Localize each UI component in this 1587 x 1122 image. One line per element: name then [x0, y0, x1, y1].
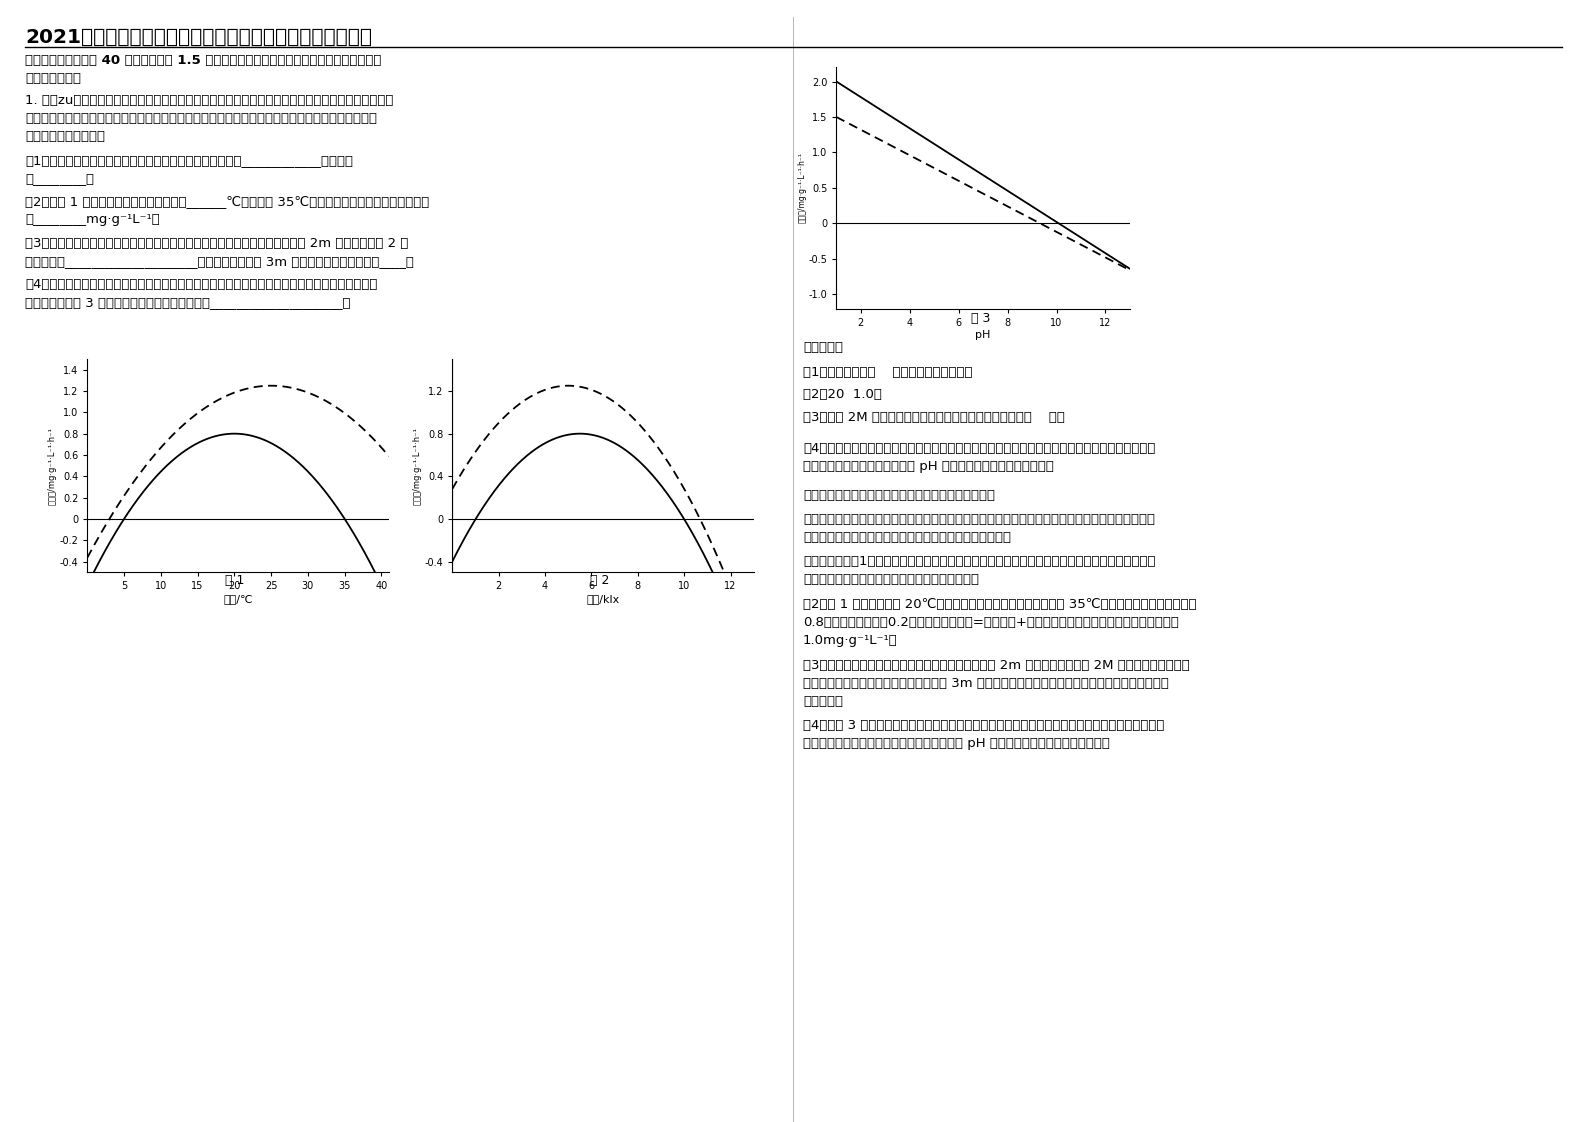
Text: 将会降低。: 将会降低。 — [803, 695, 843, 708]
Text: 1.0mg·g⁻¹L⁻¹。: 1.0mg·g⁻¹L⁻¹。 — [803, 634, 898, 647]
Text: 图 1: 图 1 — [225, 574, 244, 588]
Text: 图 3: 图 3 — [971, 312, 990, 325]
Text: （3）在实际生产中应通过调节水量使菹草生长于水深 2m 左右的原因是水深 2M 处，光照强度适宜，: （3）在实际生产中应通过调节水量使菹草生长于水深 2m 左右的原因是水深 2M … — [803, 659, 1190, 672]
Text: （4）在实际生产过程中，由于水体流动不畅，生长旺盛的菹草有时突然光合作用能力明显降低，甚: （4）在实际生产过程中，由于水体流动不畅，生长旺盛的菹草有时突然光合作用能力明显… — [25, 278, 378, 292]
Text: 成水中二氧化碳浓度升高，局部 pH 明显升高，使菹草光合速率降低: 成水中二氧化碳浓度升高，局部 pH 明显升高，使菹草光合速率降低 — [803, 460, 1054, 473]
Text: （3）水深 2M 处，光照强度适宜，菹草净光合速率接近最高    降低: （3）水深 2M 处，光照强度适宜，菹草净光合速率接近最高 降低 — [803, 411, 1065, 424]
Text: 及时补充，造成水中二氧化碳浓度升高，局部 pH 明显升高，使菹草光合速率降低。: 及时补充，造成水中二氧化碳浓度升高，局部 pH 明显升高，使菹草光合速率降低。 — [803, 737, 1109, 751]
Text: 菹草净光合速率接近最高。将水深增加到 3m 以上，温度降低，溶氧量也降低，导致菹草的呼吸速率: 菹草净光合速率接近最高。将水深增加到 3m 以上，温度降低，溶氧量也降低，导致菹… — [803, 677, 1170, 690]
Y-axis label: 产氧量/mg·g⁻¹·L⁻¹·h⁻¹: 产氧量/mg·g⁻¹·L⁻¹·h⁻¹ — [413, 426, 422, 505]
X-axis label: pH: pH — [976, 330, 990, 340]
Text: 图 2: 图 2 — [590, 574, 609, 588]
Text: 参考答案：: 参考答案： — [803, 341, 843, 355]
X-axis label: 光照/klx: 光照/klx — [587, 594, 619, 604]
Text: 至衰亡。结合图 3 分析，出现这一现象原因可能是____________________。: 至衰亡。结合图 3 分析，出现这一现象原因可能是________________… — [25, 296, 351, 310]
Text: （4）据图 3 分析，菹草生长旺盛时，水中大量的氧气被呼吸作用利用，同时水流不畅，氧气得不到: （4）据图 3 分析，菹草生长旺盛时，水中大量的氧气被呼吸作用利用，同时水流不畅… — [803, 719, 1165, 733]
Text: 【解答】解：（1）光合作用的色素主要有叶绿素和类胡萝卜素，叶绿素主要分布在叶绿体类囊体薄: 【解答】解：（1）光合作用的色素主要有叶绿素和类胡萝卜素，叶绿素主要分布在叶绿体… — [803, 555, 1155, 569]
Text: 作用的环境因素等知识，认真分析各个小题即可正确作答。: 作用的环境因素等知识，认真分析各个小题即可正确作答。 — [803, 531, 1011, 544]
Text: 0.8，净光合速率为﹣0.2，真正的光合速率=呼吸速率+净光合速率，所以每小时呼吸作用耗氧量约: 0.8，净光合速率为﹣0.2，真正的光合速率=呼吸速率+净光合速率，所以每小时呼… — [803, 616, 1179, 629]
Text: 2021年河北省保定市定州新星中学高三生物联考试题含解析: 2021年河北省保定市定州新星中学高三生物联考试题含解析 — [25, 28, 373, 47]
Text: （3）通过研究，科研人员建议在实际生产中应通过调节水量使菹草生长于水深 2m 左右，结合图 2 分: （3）通过研究，科研人员建议在实际生产中应通过调节水量使菹草生长于水深 2m 左… — [25, 237, 409, 250]
Y-axis label: 产氧量/mg·g⁻¹·L⁻¹·h⁻¹: 产氧量/mg·g⁻¹·L⁻¹·h⁻¹ — [48, 426, 57, 505]
Text: 【考点】光反应、暗反应过程的能量变化和物质变化。: 【考点】光反应、暗反应过程的能量变化和物质变化。 — [803, 489, 995, 503]
X-axis label: 温度/℃: 温度/℃ — [224, 594, 252, 604]
Text: （2）20  1.0，: （2）20 1.0， — [803, 388, 882, 402]
Text: 膜上，叶绿素具有相似、传递和转化光能的作用。: 膜上，叶绿素具有相似、传递和转化光能的作用。 — [803, 573, 979, 587]
Text: 【分析】本题主要考查光合作用及影响光合作用的环境因素等知识，回顾和梳理光合作用及影响光合: 【分析】本题主要考查光合作用及影响光合作用的环境因素等知识，回顾和梳理光合作用及… — [803, 513, 1155, 526]
Text: 是________。: 是________。 — [25, 172, 94, 185]
Text: （4）菹草生长旺盛时，水中大量的氧气被呼吸作用利用，同时水流不畅，氧气得不到及时补充，造: （4）菹草生长旺盛时，水中大量的氧气被呼吸作用利用，同时水流不畅，氧气得不到及时… — [803, 442, 1155, 456]
Text: （1）菹草叶肉细胞中含较多叶绿素，叶绿素分布在叶绿体的____________，其作用: （1）菹草叶肉细胞中含较多叶绿素，叶绿素分布在叶绿体的____________，… — [25, 154, 354, 167]
Text: （2）由图 1 可知，菹草生长的最适温度在______℃左右；在 35℃时，菹草每小时呼吸作用耗氧量约: （2）由图 1 可知，菹草生长的最适温度在______℃左右；在 35℃时，菹草… — [25, 195, 430, 209]
Text: 题目要求的。）: 题目要求的。） — [25, 72, 81, 85]
Y-axis label: 产氧量/mg·g⁻¹·L⁻¹·h⁻¹: 产氧量/mg·g⁻¹·L⁻¹·h⁻¹ — [798, 153, 808, 223]
Text: （1）类囊体薄膜上    吸收、传递和转化光能: （1）类囊体薄膜上 吸收、传递和转化光能 — [803, 366, 973, 379]
Text: （2）图 1 分析，菹草在 20℃左右净光合速率达到最高。图中，在 35℃时，菹草真正的光合速率为: （2）图 1 分析，菹草在 20℃左右净光合速率达到最高。图中，在 35℃时，菹… — [803, 598, 1197, 611]
Text: 一、选择题（本题共 40 小题，每小题 1.5 分。在每小题给出的四个选项中，只有一项是符合: 一、选择题（本题共 40 小题，每小题 1.5 分。在每小题给出的四个选项中，只… — [25, 54, 382, 67]
Text: 合速率）。分析回答：: 合速率）。分析回答： — [25, 130, 105, 144]
Text: 为________mg·g⁻¹L⁻¹。: 为________mg·g⁻¹L⁻¹。 — [25, 213, 160, 227]
Text: 研人员研究了不同因素对菹草光合作用的影响，结果如图（图中实线表示净光合速率，虚线表示真光: 研人员研究了不同因素对菹草光合作用的影响，结果如图（图中实线表示净光合速率，虚线… — [25, 112, 378, 126]
Text: 析其依据是____________________。若将水深增加到 3m 以上，菹草的呼吸速率将____。: 析其依据是____________________。若将水深增加到 3m 以上，… — [25, 255, 414, 268]
Text: 1. 菹（zu）草是一种沉水植物，是草食性鱼类的良好天然饲料。为了能充分利用和开发菹草资源，科: 1. 菹（zu）草是一种沉水植物，是草食性鱼类的良好天然饲料。为了能充分利用和开… — [25, 94, 394, 108]
